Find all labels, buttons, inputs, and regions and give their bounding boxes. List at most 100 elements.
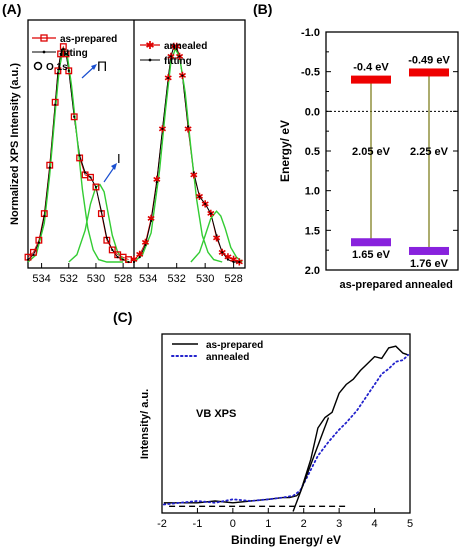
a0-fit-point-10	[67, 69, 70, 72]
panel-a: Normalized XPS Intensity (a.u.) 534 532 53…	[9, 19, 246, 285]
a0-point-10	[65, 67, 73, 75]
a1-fit-point-21	[238, 260, 241, 264]
b-ytick-label-4: 1.0	[305, 186, 320, 198]
a0-fit-point-13	[83, 171, 87, 174]
a0-fit-point-18	[111, 248, 114, 251]
c-series-3-line	[292, 417, 330, 512]
a1-fit-point-17	[215, 234, 218, 237]
a1-fit-point-1	[138, 256, 141, 259]
a1-fit-point-6	[167, 76, 170, 80]
panel-c: Intensity/ a.u. Binding Energy/ eV VB XP…	[139, 333, 413, 547]
panel-b-ylabel: Energy/ eV	[278, 120, 292, 182]
a0-point-15	[92, 183, 100, 191]
a0-xtick-label-2: 530	[87, 273, 105, 285]
panel-c-legend: as-prepared annealed	[171, 340, 263, 363]
panel-b-letter: (B)	[253, 1, 272, 17]
c-series-0-line	[163, 345, 409, 504]
a0-fit-point-7	[59, 52, 62, 55]
panel-c-ylabel: Intensity/ a.u.	[139, 389, 151, 459]
legend-fitting-marker	[42, 50, 46, 54]
b-cb-label-0: -0.4 eV	[353, 62, 389, 74]
a1-point-13: ✱	[190, 170, 198, 181]
legend-fitting2-label: fitting	[164, 56, 192, 67]
b-vb-label-0: 1.65 eV	[352, 249, 391, 261]
a0-fit-point-8	[62, 47, 65, 51]
a1-fit-point-12	[186, 125, 190, 128]
b-cb-bar-0	[351, 75, 391, 84]
a1-fit-point-10	[178, 55, 181, 58]
panel-c-letter: (C)	[113, 309, 132, 325]
b-vb-label-1: 1.76 eV	[410, 258, 449, 270]
a0-fit-point-17	[105, 236, 108, 239]
annotation-i-arrowhead	[111, 163, 117, 170]
panel-a-legend-left: as-prepared fitting O 1s	[32, 34, 117, 73]
a0-fit-point-5	[54, 103, 57, 106]
a1-point-9: ✱	[172, 42, 180, 53]
c-xtick-label-5: 3	[336, 518, 342, 530]
panel-a-ticks: 534 532 530 528 534 532 530 528	[32, 263, 243, 285]
a0-fit-point-4	[48, 166, 51, 169]
legend-c-annealed-label: annealed	[206, 352, 249, 363]
b-ytick-label-1: -0.5	[301, 67, 320, 79]
panel-c-frame	[161, 333, 411, 514]
a1-fit-point-20	[232, 260, 235, 264]
a1-series-0-line	[133, 46, 240, 263]
a1-point-17: ✱	[212, 233, 220, 244]
a0-fit-point-11	[73, 115, 76, 118]
a0-point-9	[62, 50, 70, 58]
b-category-0: as-prepared	[340, 279, 403, 291]
a0-series-3-line	[68, 183, 129, 263]
a1-point-19: ✱	[224, 253, 232, 264]
legend-o1s-marker	[33, 61, 43, 71]
a1-series-3-line	[190, 210, 243, 263]
panel-a-markers: ✱✱✱✱✱✱✱✱✱✱✱✱✱✱✱✱✱✱✱✱✱✱	[24, 42, 244, 269]
panel-c-xlabel: Binding Energy/ eV	[231, 533, 341, 547]
a1-point-4: ✱	[153, 175, 161, 186]
panel-a-annotations: Π I	[81, 58, 121, 183]
a0-xtick-label-0: 534	[32, 273, 50, 285]
a0-fit-point-3	[43, 214, 46, 218]
a0-fit-point-20	[122, 258, 125, 261]
a1-fit-point-18	[221, 251, 224, 254]
b-gap-label-0: 2.05 eV	[352, 146, 391, 158]
b-vb-bar-0	[351, 238, 391, 247]
a0-point-18	[108, 246, 116, 254]
a1-fit-point-9	[175, 47, 178, 51]
legend-annealed-label: annealed	[164, 41, 207, 52]
a0-fit-point-6	[56, 72, 59, 75]
a1-fit-point-0	[132, 260, 136, 264]
panel-a-curves	[27, 45, 243, 263]
panel-a-frame	[27, 19, 246, 269]
a0-fit-point-15	[94, 185, 98, 189]
a0-fit-point-1	[32, 253, 35, 256]
legend-c-as-prepared-label: as-prepared	[206, 340, 263, 351]
a0-fit-point-0	[26, 258, 30, 261]
a1-fit-point-14	[198, 195, 201, 198]
a1-fit-point-4	[155, 181, 158, 184]
c-xtick-label-7: 5	[407, 518, 413, 530]
a1-point-3: ✱	[147, 214, 155, 225]
a0-series-1-line	[27, 47, 129, 263]
a1-point-20: ✱	[229, 255, 237, 266]
a0-xtick-label-1: 532	[60, 273, 78, 285]
a1-series-1-line	[133, 45, 240, 263]
a0-xtick-label-3: 528	[114, 273, 132, 285]
c-xtick-label-6: 4	[372, 518, 378, 530]
c-xtick-label-0: -2	[157, 518, 167, 530]
panel-c-curves	[162, 345, 410, 512]
legend-as-prepared-marker	[40, 34, 48, 42]
c-xtick-label-1: -1	[193, 518, 203, 530]
a1-fit-point-16	[209, 212, 212, 215]
b-cb-label-1: -0.49 eV	[408, 54, 450, 66]
b-ytick-label-5: 1.5	[305, 225, 320, 237]
a1-fit-point-19	[226, 258, 230, 261]
c-xtick-label-3: 1	[265, 518, 271, 530]
b-gap-label-1: 2.25 eV	[410, 146, 449, 158]
a1-point-1: ✱	[135, 250, 143, 261]
panel-a-legend-right: ✱ annealed fitting	[140, 40, 207, 67]
a0-fit-point-9	[64, 52, 68, 55]
legend-fitting2-marker	[148, 58, 152, 62]
a1-fit-point-3	[149, 219, 153, 222]
b-category-1: annealed	[405, 279, 453, 291]
a1-fit-point-15	[204, 202, 207, 206]
